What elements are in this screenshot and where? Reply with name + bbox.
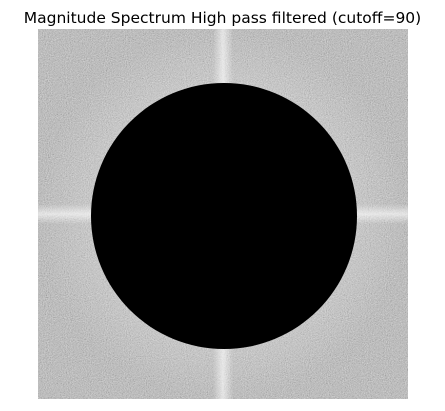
figure-title: Magnitude Spectrum High pass filtered (c…: [23, 9, 422, 27]
high-pass-mask-circle: [91, 83, 357, 349]
spectrum-svg: [38, 29, 408, 399]
spectrum-image: [38, 29, 408, 399]
